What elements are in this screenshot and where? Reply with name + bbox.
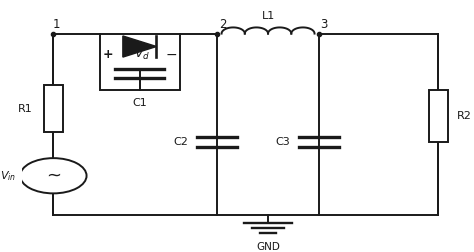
- Text: $V_{in}$: $V_{in}$: [0, 169, 16, 183]
- Bar: [44, 85, 63, 132]
- Text: L1: L1: [262, 11, 274, 21]
- Text: −: −: [166, 48, 177, 62]
- Text: R1: R1: [18, 104, 33, 114]
- Text: R2: R2: [457, 111, 472, 121]
- Text: 1: 1: [53, 18, 61, 31]
- Bar: [429, 90, 448, 142]
- Circle shape: [20, 158, 87, 193]
- Text: +: +: [102, 48, 113, 61]
- Text: ~: ~: [46, 167, 61, 185]
- Text: GND: GND: [256, 242, 280, 252]
- Polygon shape: [123, 36, 156, 57]
- Text: C1: C1: [132, 98, 147, 108]
- Text: 3: 3: [320, 18, 328, 31]
- Text: 2: 2: [219, 18, 226, 31]
- Bar: [100, 34, 180, 90]
- Text: C2: C2: [173, 137, 188, 147]
- Text: C3: C3: [275, 137, 290, 147]
- Text: $V_d$: $V_d$: [134, 47, 150, 62]
